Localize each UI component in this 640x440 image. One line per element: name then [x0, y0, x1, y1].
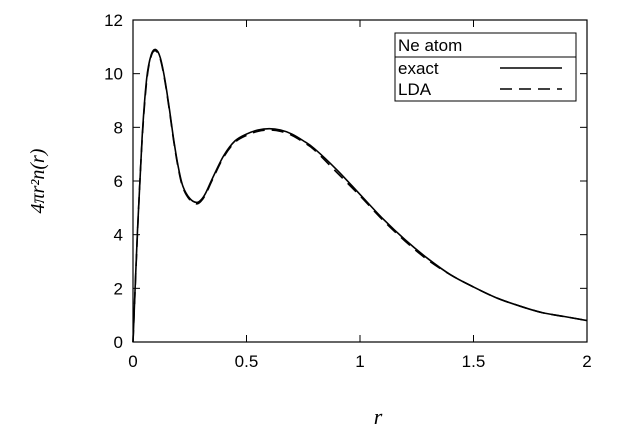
- x-axis-label: r: [374, 404, 383, 429]
- series-line-lda: [132, 49, 588, 343]
- legend-title: Ne atom: [398, 36, 462, 55]
- x-tick-label: 1: [355, 352, 364, 371]
- legend: Ne atom exact LDA: [394, 32, 577, 102]
- x-tick-label: 0.5: [235, 352, 259, 371]
- y-tick-label: 0: [114, 333, 123, 352]
- x-tick-label: 0: [128, 352, 137, 371]
- legend-label-lda: LDA: [398, 80, 432, 99]
- y-tick-label: 10: [104, 65, 123, 84]
- y-tick-label: 4: [114, 226, 123, 245]
- curves: [132, 48, 588, 343]
- x-tick-label: 2: [582, 352, 591, 371]
- y-tick-label: 6: [114, 172, 123, 191]
- y-tick-label: 12: [104, 11, 123, 30]
- y-axis-label: 4πr²n(r): [27, 148, 49, 213]
- legend-label-exact: exact: [398, 59, 439, 78]
- y-tick-label: 2: [114, 279, 123, 298]
- y-tick-label: 8: [114, 118, 123, 137]
- axis-ticks: 0 0.5 1 1.5 2 0 2 4 6 8 10 12: [104, 11, 592, 371]
- x-tick-label: 1.5: [462, 352, 486, 371]
